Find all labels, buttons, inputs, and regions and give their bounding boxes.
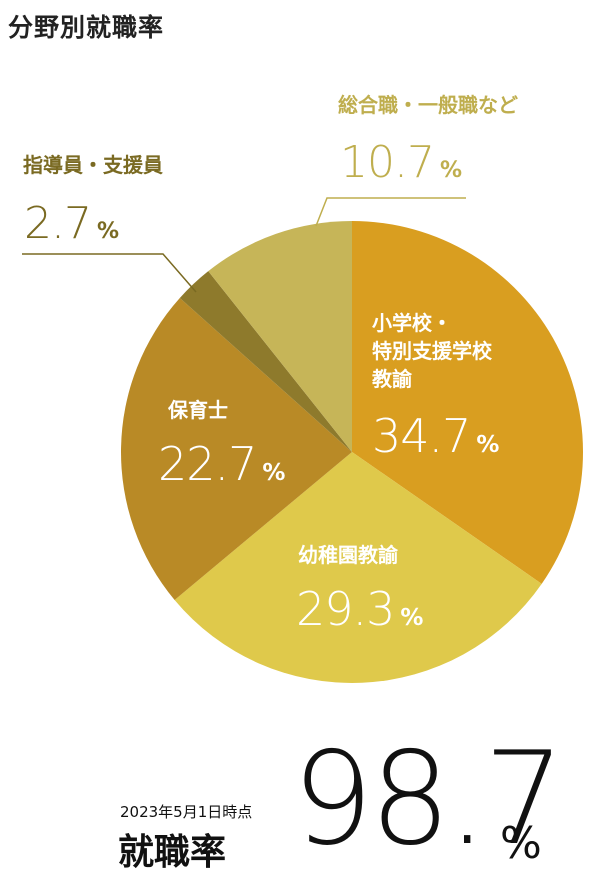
leader-line-4: [22, 253, 197, 293]
slice-label-5: 総合職・一般職など: [338, 93, 518, 117]
pie-slice-2: [174, 452, 542, 684]
slice-label-1: 小学校・特別支援学校教諭: [372, 311, 493, 391]
as-of-date: 2023年5月1日時点: [120, 803, 253, 821]
employment-rate-value: 98.7: [292, 725, 565, 874]
slice-value-4: 2.7%: [24, 198, 119, 249]
chart-title: 分野別就職率: [8, 13, 165, 42]
pie-slice-5: [208, 221, 352, 452]
pie-slice-3: [121, 298, 353, 600]
employment-rate-label: 就職率: [118, 832, 227, 873]
slice-label-2: 幼稚園教諭: [298, 543, 399, 567]
pie-slice-4: [179, 271, 352, 452]
employment-rate-unit: %: [500, 818, 542, 869]
slice-value-5: 10.7%: [340, 137, 462, 188]
slice-label-4: 指導員・支援員: [23, 153, 163, 177]
pie-slice-1: [352, 220, 584, 584]
leader-line-5: [315, 197, 466, 227]
slice-label-3: 保育士: [167, 398, 228, 422]
